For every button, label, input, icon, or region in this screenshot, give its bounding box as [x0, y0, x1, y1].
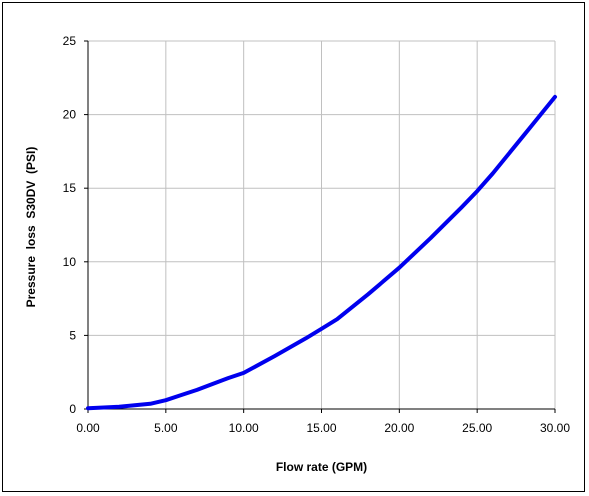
x-tick-label: 15.00: [306, 421, 336, 435]
x-tick-label: 25.00: [462, 421, 492, 435]
y-tick-label: 10: [63, 255, 77, 269]
grid: [88, 40, 556, 409]
x-tick-label: 20.00: [384, 421, 414, 435]
x-tick-label: 10.00: [229, 421, 259, 435]
x-tick-label: 30.00: [540, 421, 570, 435]
tick-labels: 0.00 5.00 10.00 15.00 20.00 25.00 30.00 0 5 10 15 2…: [63, 34, 571, 435]
y-axis-title: Pressure loss S30DV (PSI): [24, 147, 38, 308]
y-tick-label: 0: [69, 402, 76, 416]
chart-frame: [2, 2, 585, 492]
y-tick-label: 20: [63, 108, 77, 122]
axes: [84, 40, 556, 413]
x-tick-label: 0.00: [76, 421, 100, 435]
x-axis-title: Flow rate (GPM): [276, 460, 367, 474]
series-line: [86, 94, 557, 411]
y-tick-label: 25: [63, 34, 77, 48]
y-tick-label: 5: [69, 328, 76, 342]
x-tick-label: 5.00: [154, 421, 178, 435]
series: [86, 94, 557, 411]
y-tick-label: 15: [63, 181, 77, 195]
